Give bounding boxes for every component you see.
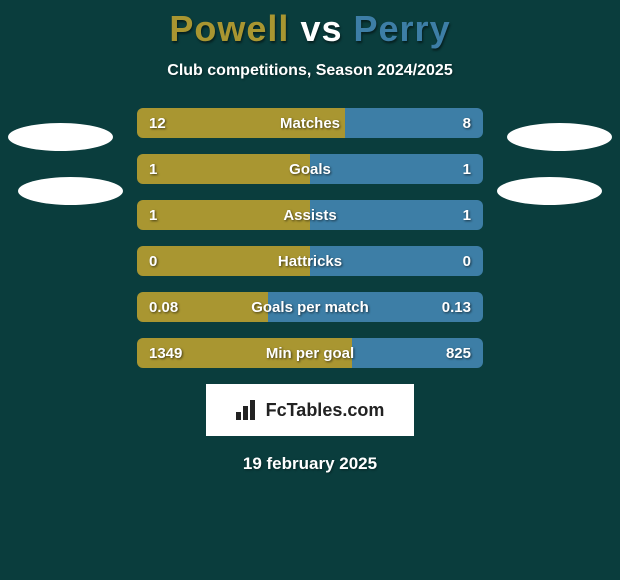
stat-row: 0 Hattricks 0 [137,246,483,276]
stat-value-left: 1 [149,207,157,224]
logo: FcTables.com [236,400,385,421]
stat-row: 0.08 Goals per match 0.13 [137,292,483,322]
stat-label: Goals per match [251,299,369,316]
stat-value-left: 1349 [149,345,182,362]
stat-value-left: 1 [149,161,157,178]
stat-value-right: 0.13 [442,299,471,316]
stat-value-left: 0 [149,253,157,270]
stat-value-left: 0.08 [149,299,178,316]
stat-label: Min per goal [266,345,354,362]
stat-value-right: 1 [463,161,471,178]
stat-value-left: 12 [149,115,166,132]
player2-name: Perry [354,8,451,49]
stat-bar-overlay: 12 Matches 8 [137,108,483,138]
bar-chart-icon [236,400,260,420]
comparison-card: Powell vs Perry Club competitions, Seaso… [0,0,620,474]
logo-box: FcTables.com [206,384,414,436]
player1-badge-top [8,123,113,151]
stat-bar-overlay: 1349 Min per goal 825 [137,338,483,368]
stat-bar-overlay: 0 Hattricks 0 [137,246,483,276]
subtitle: Club competitions, Season 2024/2025 [0,62,620,80]
stat-label: Matches [280,115,340,132]
stat-bar-overlay: 1 Goals 1 [137,154,483,184]
date-text: 19 february 2025 [0,454,620,474]
stat-row: 1 Goals 1 [137,154,483,184]
player2-badge-top [507,123,612,151]
player1-badge-bottom [18,177,123,205]
stat-value-right: 1 [463,207,471,224]
stats-bars: 12 Matches 8 1 Goals 1 1 Assists 1 0 Hattricks 0 0.0… [137,108,483,368]
page-title: Powell vs Perry [0,8,620,50]
stat-label: Hattricks [278,253,342,270]
stat-value-right: 8 [463,115,471,132]
logo-text: FcTables.com [266,400,385,421]
stat-row: 1349 Min per goal 825 [137,338,483,368]
player2-badge-bottom [497,177,602,205]
stat-bar-overlay: 1 Assists 1 [137,200,483,230]
stat-label: Assists [283,207,336,224]
stat-value-right: 825 [446,345,471,362]
stat-row: 12 Matches 8 [137,108,483,138]
player1-name: Powell [169,8,289,49]
stat-row: 1 Assists 1 [137,200,483,230]
vs-text: vs [300,8,342,49]
stat-bar-overlay: 0.08 Goals per match 0.13 [137,292,483,322]
stat-label: Goals [289,161,331,178]
stat-value-right: 0 [463,253,471,270]
